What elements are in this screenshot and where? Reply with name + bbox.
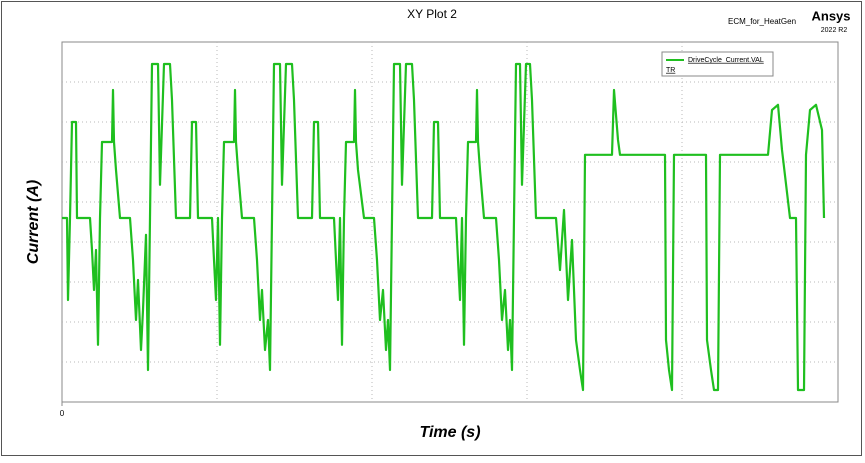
x-tick-label: 0 xyxy=(60,409,65,418)
series-line xyxy=(62,62,826,392)
chart-title: XY Plot 2 xyxy=(407,7,457,21)
brand: Ansys xyxy=(811,8,850,23)
plot-area xyxy=(61,41,839,403)
legend-note: TR xyxy=(666,67,675,74)
legend-label: DriveCycle_Current.VAL xyxy=(688,57,764,64)
legend: DriveCycle_Current.VAL TR xyxy=(661,51,774,77)
version: 2022 R2 xyxy=(821,27,848,34)
x-axis-label: Time (s) xyxy=(419,424,480,441)
legend-box xyxy=(661,51,774,77)
project-name: ECM_for_HeatGen xyxy=(728,17,796,26)
grid xyxy=(62,42,838,402)
y-axis-label: Current (A) xyxy=(25,180,42,264)
